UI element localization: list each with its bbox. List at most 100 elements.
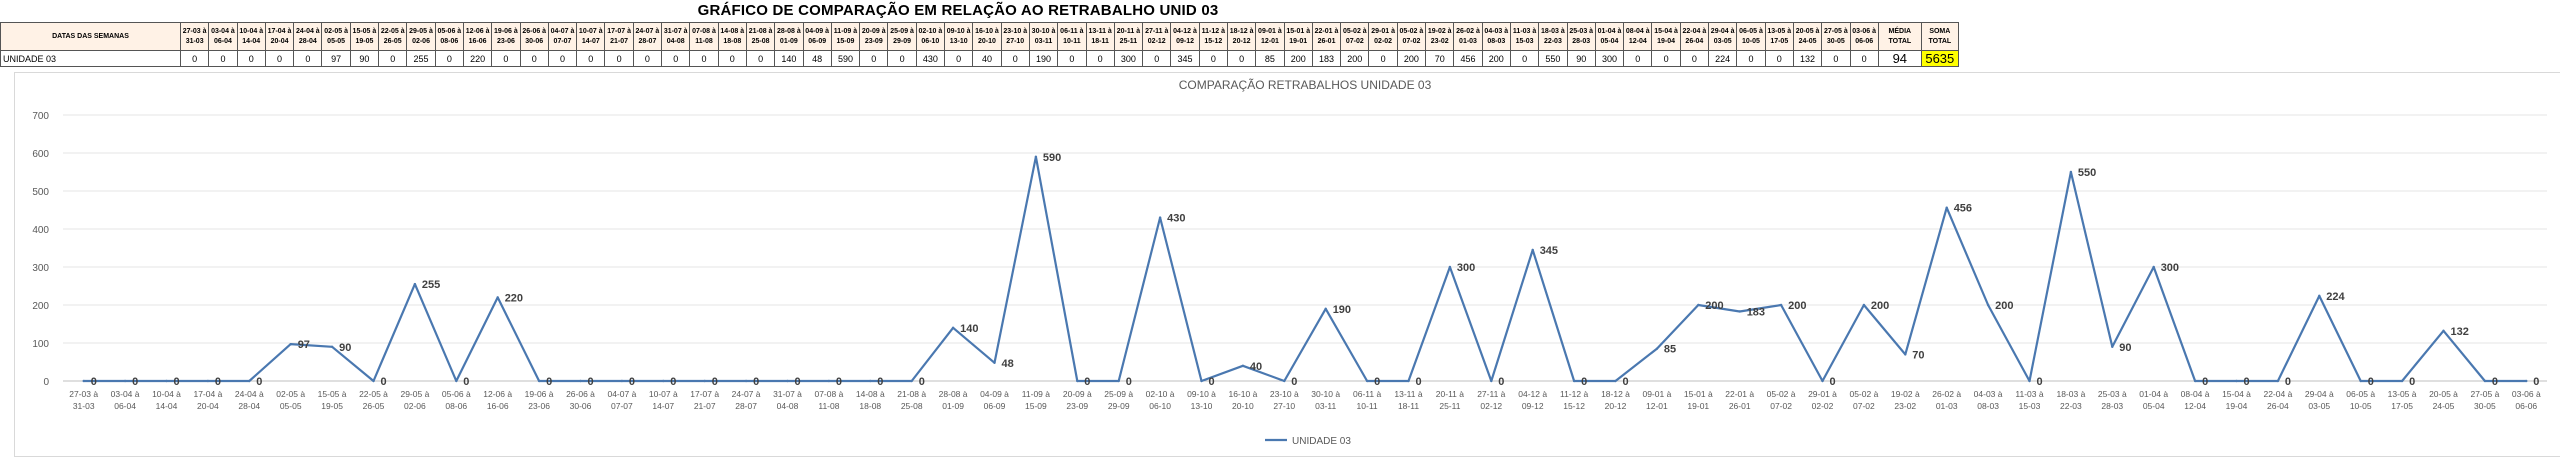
table-date-header: 23-10 à 27-10 bbox=[1000, 22, 1030, 51]
x-tick-label: 29-01 à 02-02 bbox=[1808, 389, 1837, 411]
table-value-cell: 200 bbox=[1481, 50, 1511, 67]
table-value-cell: 0 bbox=[1368, 50, 1398, 67]
x-tick-label: 30-10 à 03-11 bbox=[1311, 389, 1340, 411]
table-header-row: DATAS DAS SEMANAS 27-03 à 31-03 03-04 à 0… bbox=[0, 22, 1959, 51]
table-value-cell: 85 bbox=[1255, 50, 1285, 67]
data-label: 0 bbox=[1416, 376, 1422, 388]
table-date-header: 27-03 à 31-03 bbox=[179, 22, 210, 51]
table-date-header: 25-03 à 28-03 bbox=[1566, 22, 1596, 51]
x-tick-label: 02-10 à 06-10 bbox=[1146, 389, 1175, 411]
x-tick-label: 08-04 à 12-04 bbox=[2181, 389, 2210, 411]
table-date-header: 14-08 à 18-08 bbox=[717, 22, 747, 51]
x-tick-label: 18-03 à 22-03 bbox=[2056, 389, 2085, 411]
table-date-header: 03-04 à 06-04 bbox=[208, 22, 238, 51]
table-date-header: 18-12 à 20-12 bbox=[1226, 22, 1257, 51]
x-tick-label: 04-03 à 08-03 bbox=[1974, 389, 2003, 411]
x-tick-label: 04-12 à 09-12 bbox=[1518, 389, 1547, 411]
data-label: 85 bbox=[1664, 344, 1676, 356]
table-date-header: 26-02 à 01-03 bbox=[1453, 22, 1483, 51]
data-point bbox=[2359, 379, 2362, 383]
table-value-cell: 0 bbox=[887, 50, 917, 67]
data-point bbox=[2318, 294, 2321, 298]
y-tick-label: 400 bbox=[32, 225, 49, 236]
summary-table: DATAS DAS SEMANAS 27-03 à 31-03 03-04 à 0… bbox=[0, 22, 1959, 67]
x-tick-label: 13-05 à 17-05 bbox=[2388, 389, 2417, 411]
data-point bbox=[1572, 379, 1576, 383]
table-date-header: 05-02 à 07-02 bbox=[1396, 22, 1427, 51]
data-label: 0 bbox=[132, 376, 138, 388]
table-date-header: 03-06 à 06-06 bbox=[1849, 22, 1879, 51]
x-tick-label: 05-02 à 07-02 bbox=[1767, 389, 1796, 411]
table-date-header: 15-01 à 19-01 bbox=[1283, 22, 1313, 51]
table-date-header: 25-09 à 29-09 bbox=[887, 22, 917, 51]
data-label: 300 bbox=[1457, 262, 1475, 274]
data-point bbox=[1945, 206, 1948, 209]
data-label: 90 bbox=[339, 342, 351, 354]
x-tick-label: 23-10 à 27-10 bbox=[1270, 389, 1299, 411]
data-label: 220 bbox=[505, 292, 523, 304]
data-label: 200 bbox=[1995, 300, 2013, 312]
table-date-header: 04-09 à 06-09 bbox=[802, 22, 832, 51]
x-tick-label: 26-06 à 30-06 bbox=[566, 389, 595, 411]
data-label: 200 bbox=[1871, 300, 1889, 312]
table-value-cell: 190 bbox=[1028, 50, 1059, 67]
table-value-cell: 70 bbox=[1425, 50, 1455, 67]
table-value-cell: 0 bbox=[604, 50, 634, 67]
x-tick-label: 27-05 à 30-05 bbox=[2470, 389, 2499, 411]
x-tick-label: 09-01 à 12-01 bbox=[1642, 389, 1671, 411]
data-label: 0 bbox=[588, 376, 594, 388]
x-tick-label: 12-06 à 16-06 bbox=[483, 389, 512, 411]
data-label: 0 bbox=[215, 376, 221, 388]
data-label: 0 bbox=[877, 376, 883, 388]
x-tick-label: 22-01 à 26-01 bbox=[1725, 389, 1754, 411]
data-point bbox=[1821, 379, 1824, 383]
y-tick-label: 600 bbox=[32, 149, 49, 160]
data-label: 0 bbox=[2244, 376, 2250, 388]
table-date-header: 19-06 à 23-06 bbox=[491, 22, 521, 51]
x-tick-label: 27-11 à 02-12 bbox=[1477, 389, 1505, 411]
data-point bbox=[2193, 379, 2197, 383]
table-date-header: 27-05 à 30-05 bbox=[1821, 22, 1851, 51]
data-point bbox=[537, 379, 541, 383]
table-value-cell: 0 bbox=[1764, 50, 1794, 67]
data-label: 70 bbox=[1912, 349, 1924, 361]
x-tick-label: 15-05 à 19-05 bbox=[318, 389, 347, 411]
data-label: 0 bbox=[546, 376, 552, 388]
data-point bbox=[579, 379, 582, 383]
data-point bbox=[1904, 353, 1907, 356]
table-value-cell: 183 bbox=[1311, 50, 1342, 67]
data-label: 590 bbox=[1043, 152, 1061, 164]
x-tick-label: 04-07 à 07-07 bbox=[607, 389, 636, 411]
data-label: 0 bbox=[2368, 376, 2374, 388]
y-tick-label: 200 bbox=[32, 301, 49, 312]
x-tick-label: 17-04 à 20-04 bbox=[193, 389, 222, 411]
x-tick-label: 06-11 à 10-11 bbox=[1353, 389, 1381, 411]
table-value-cell: 0 bbox=[944, 50, 974, 67]
table-value-cell: 430 bbox=[915, 50, 946, 67]
data-label: 0 bbox=[463, 376, 469, 388]
table-date-header: 05-06 à 08-06 bbox=[434, 22, 464, 51]
data-label: 0 bbox=[1291, 376, 1297, 388]
data-point bbox=[1034, 155, 1038, 158]
table-date-header: 27-11 à 02-12 bbox=[1142, 22, 1172, 51]
table-date-header: 28-08 à 01-09 bbox=[774, 22, 804, 51]
table-value-cell: 0 bbox=[378, 50, 408, 67]
x-tick-label: 14-08 à 18-08 bbox=[856, 389, 885, 411]
table-date-header: 16-10 à 20-10 bbox=[972, 22, 1002, 51]
series-line-unidade-03 bbox=[83, 155, 2527, 383]
data-point bbox=[496, 296, 499, 299]
table-value-cell: 0 bbox=[1509, 50, 1540, 67]
x-tick-label: 11-03 à 15-03 bbox=[2015, 389, 2043, 411]
table-value-cell: 40 bbox=[972, 50, 1002, 67]
data-label: 48 bbox=[1002, 358, 1014, 370]
soma-total-value: 5635 bbox=[1920, 50, 1959, 67]
media-total-header: MÉDIA TOTAL bbox=[1877, 22, 1922, 51]
data-point bbox=[413, 282, 417, 286]
data-label: 255 bbox=[422, 279, 440, 291]
x-tick-label: 29-05 à 02-06 bbox=[400, 389, 429, 411]
table-date-header: 12-06 à 16-06 bbox=[462, 22, 493, 51]
table-value-cell: 0 bbox=[264, 50, 295, 67]
data-label: 430 bbox=[1167, 213, 1185, 225]
data-point bbox=[1862, 303, 1866, 307]
table-value-cell: 0 bbox=[1623, 50, 1653, 67]
